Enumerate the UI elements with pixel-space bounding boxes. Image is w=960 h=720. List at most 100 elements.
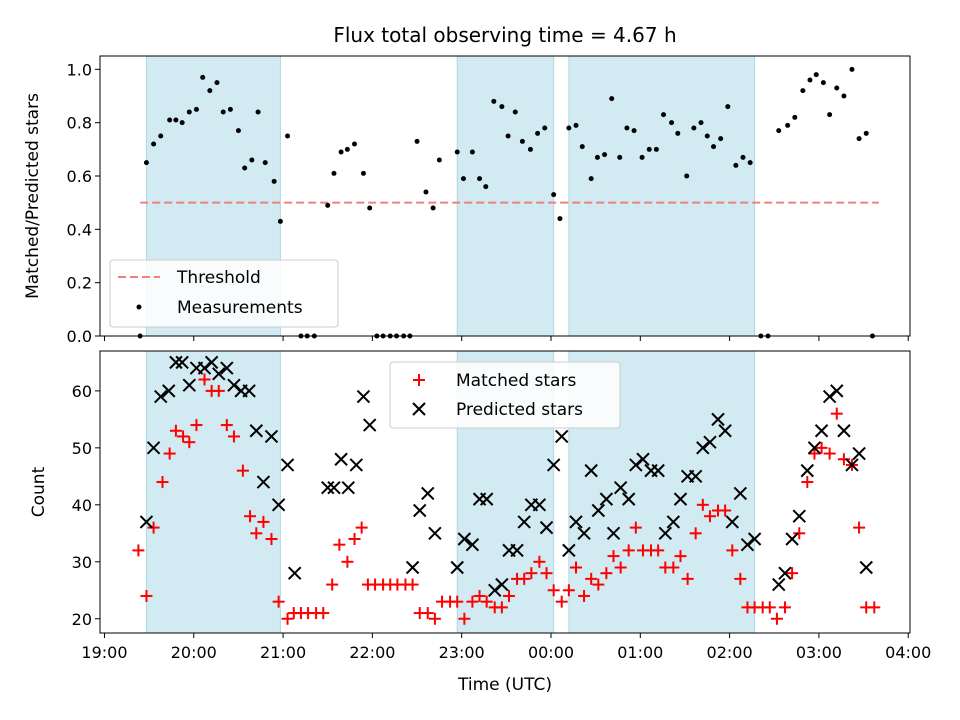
measurement-point: [698, 120, 704, 126]
predicted-point: [204, 355, 219, 370]
y-tick-label: 0.4: [67, 220, 92, 239]
predicted-point: [696, 441, 710, 455]
matched-point: [830, 407, 843, 420]
measurement-point: [856, 136, 862, 142]
x-tick-label: 04:00: [885, 643, 931, 662]
measurement-point: [186, 109, 192, 115]
bottom-panel: 20 30 40 50 60 19:00 20:00 21:00 22:00 23:00 00:0…: [29, 350, 931, 695]
measurement-point: [863, 130, 869, 136]
measurement-point: [834, 85, 840, 91]
x-tick-label: 22:00: [349, 643, 395, 662]
predicted-point: [169, 355, 183, 370]
predicted-point: [362, 418, 377, 432]
matched-point: [837, 453, 850, 466]
measurement-point: [566, 125, 572, 131]
matched-point: [341, 555, 354, 568]
matched-point: [689, 527, 702, 540]
predicted-point: [280, 458, 295, 472]
matched-point: [547, 584, 560, 597]
matched-point: [667, 561, 680, 574]
measurements-legend-swatch: [136, 304, 142, 310]
predicted-point: [629, 458, 643, 472]
predicted-point: [591, 503, 606, 518]
matched-point: [147, 521, 160, 534]
measurement-point: [499, 104, 505, 110]
predicted-point: [227, 378, 241, 392]
predicted-point: [747, 532, 762, 546]
measurement-point: [792, 114, 798, 120]
predicted-point: [703, 435, 717, 449]
y-tick-label: 50: [72, 439, 92, 458]
measurement-point: [143, 160, 149, 166]
x-tick-label: 23:00: [439, 643, 485, 662]
x-tick-label: 01:00: [617, 643, 663, 662]
y-tick-label: 0.8: [67, 114, 92, 133]
matched-stars-series: [132, 373, 881, 625]
measurement-point: [573, 122, 579, 128]
y-tick-label: 0.6: [67, 167, 92, 186]
predicted-point: [800, 463, 815, 478]
measurement-point: [477, 176, 483, 182]
measurement-point: [813, 72, 819, 78]
measurement-point: [675, 130, 681, 136]
predicted-point: [154, 389, 168, 404]
predicted-point: [621, 492, 636, 506]
x-tick-label: 20:00: [171, 643, 217, 662]
matched-point: [585, 572, 598, 585]
matched-point: [480, 595, 493, 608]
matched-point: [355, 521, 368, 534]
measurement-point: [344, 146, 350, 152]
predicted-point: [327, 481, 341, 495]
predicted-point: [349, 458, 364, 472]
matched-point: [281, 612, 294, 625]
measurement-point: [704, 133, 710, 139]
measurement-point: [352, 141, 358, 147]
predicted-point: [577, 526, 591, 541]
matched-point: [853, 521, 866, 534]
matched-point: [183, 436, 196, 449]
predicted-legend-label: Predicted stars: [456, 400, 583, 420]
matched-point: [770, 612, 783, 625]
measurement-point: [718, 136, 724, 142]
predicted-point: [146, 441, 161, 455]
matched-point: [592, 578, 605, 591]
matched-point: [169, 424, 182, 437]
matched-point: [726, 544, 739, 557]
measurement-point: [151, 141, 157, 147]
matched-point: [614, 561, 627, 574]
matched-point: [250, 527, 263, 540]
matched-point: [808, 447, 821, 460]
measurement-point: [512, 109, 518, 115]
shaded-span: [568, 55, 756, 337]
matched-point: [212, 384, 225, 397]
measurement-point: [624, 125, 630, 131]
predicted-point: [584, 463, 598, 478]
measurement-point: [227, 106, 233, 112]
predicted-point: [287, 566, 302, 580]
predicted-point: [539, 520, 554, 535]
y-tick-label: 60: [72, 382, 92, 401]
measurement-point: [167, 117, 173, 123]
chart-title: Flux total observing time = 4.67 h: [333, 23, 676, 47]
predicted-point: [772, 577, 786, 592]
matched-point: [629, 521, 642, 534]
x-tick-label: 19:00: [81, 643, 127, 662]
matched-point: [466, 595, 479, 608]
matched-point: [607, 550, 620, 563]
matched-point: [257, 515, 270, 528]
matched-point: [177, 430, 190, 443]
top-y-axis: 0.0 0.2 0.4 0.6 0.8 1.0: [67, 60, 100, 346]
matched-point: [555, 595, 568, 608]
predicted-point: [606, 526, 621, 541]
measurement-point: [423, 189, 429, 195]
predicted-point: [405, 560, 420, 575]
measurement-point: [747, 160, 753, 166]
top-legend: Threshold Measurements: [109, 259, 339, 328]
x-tick-label: 02:00: [707, 643, 753, 662]
x-tick-label: 03:00: [796, 643, 842, 662]
predicted-point: [837, 424, 851, 438]
predicted-point: [495, 577, 509, 592]
matched-point: [495, 601, 508, 614]
measurement-point: [535, 130, 541, 136]
measurement-point: [469, 149, 475, 155]
